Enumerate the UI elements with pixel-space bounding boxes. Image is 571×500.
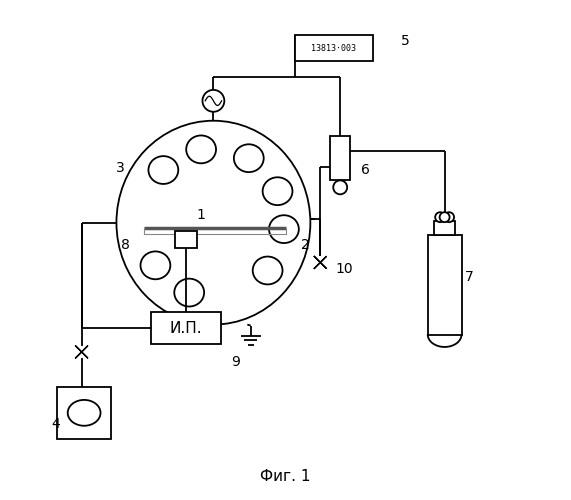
Ellipse shape xyxy=(269,215,299,243)
Text: 1: 1 xyxy=(196,208,206,222)
Ellipse shape xyxy=(68,400,100,426)
Bar xyxy=(330,136,350,180)
Circle shape xyxy=(444,212,454,222)
Circle shape xyxy=(333,180,347,194)
Text: 2: 2 xyxy=(301,238,309,252)
Text: Фиг. 1: Фиг. 1 xyxy=(260,468,311,483)
Bar xyxy=(295,35,372,61)
Bar xyxy=(57,386,111,439)
Ellipse shape xyxy=(148,156,178,184)
Circle shape xyxy=(440,212,449,222)
Bar xyxy=(175,230,197,248)
Bar xyxy=(435,221,455,235)
Ellipse shape xyxy=(140,252,170,280)
Ellipse shape xyxy=(234,144,264,172)
Ellipse shape xyxy=(253,256,283,284)
Ellipse shape xyxy=(116,120,311,324)
Bar xyxy=(428,235,461,334)
Text: 8: 8 xyxy=(121,238,130,252)
Text: 3: 3 xyxy=(116,161,125,175)
Bar xyxy=(151,312,221,344)
Circle shape xyxy=(203,90,224,112)
Circle shape xyxy=(435,212,445,222)
Text: 5: 5 xyxy=(400,34,409,48)
Text: 6: 6 xyxy=(361,164,369,177)
Ellipse shape xyxy=(186,136,216,164)
Ellipse shape xyxy=(174,278,204,306)
Ellipse shape xyxy=(263,178,292,205)
Text: 7: 7 xyxy=(465,270,474,284)
Text: 9: 9 xyxy=(231,355,240,369)
Text: 13813·003: 13813·003 xyxy=(311,44,356,52)
Text: И.П.: И.П. xyxy=(170,321,202,336)
Text: 10: 10 xyxy=(335,262,353,276)
Text: 4: 4 xyxy=(51,417,60,431)
